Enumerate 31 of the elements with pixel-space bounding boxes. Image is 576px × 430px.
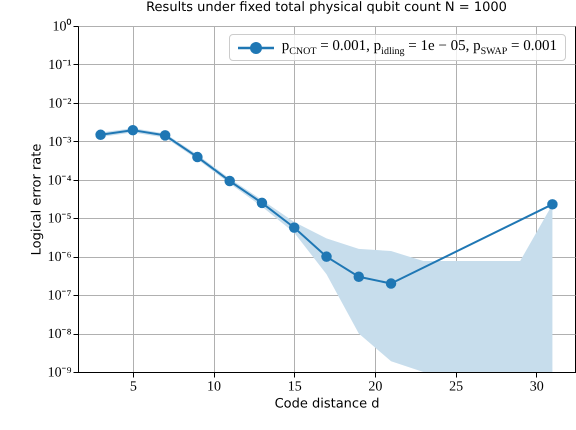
point	[547, 199, 558, 210]
x-tick-label: 20	[368, 380, 382, 394]
y-tick-label: 10⁻⁶	[48, 250, 72, 266]
point	[288, 222, 300, 233]
y-tick-label: 10⁻⁹	[48, 366, 72, 380]
point	[386, 278, 396, 289]
x-tick-label: 25	[449, 380, 464, 394]
y-tick-label: 10⁻⁵	[48, 212, 72, 227]
point	[192, 152, 203, 162]
point	[256, 198, 268, 208]
point	[321, 251, 332, 262]
x-tick-label: 30	[530, 380, 544, 394]
y-axis-title: Logical error rate	[30, 144, 45, 256]
point	[95, 130, 106, 140]
chart-title: Results under fixed total physical qubit count N = 1000	[146, 0, 507, 15]
point	[128, 124, 138, 136]
y-tick-label: 10⁻⁴	[48, 173, 72, 188]
point	[160, 130, 170, 141]
y-tick-label: 10⁻⁸	[48, 327, 72, 342]
y-tick-label: 10⁻²	[48, 96, 72, 112]
point	[354, 272, 364, 282]
x-axis-title: Code distance d	[274, 396, 380, 412]
x-tick-label: 15	[288, 380, 302, 394]
y-tick-label: 10⁻⁷	[48, 288, 72, 304]
legend-label: p$_{CNOT}$ = 0.001, p$_{idling}$ = 1e − 05, p$_{SWAP}$ = 0.001	[282, 38, 557, 57]
x-tick-label: 5	[130, 380, 137, 394]
x-tick-label: 10	[207, 380, 222, 394]
y-tick-label: 10⁻³	[48, 134, 72, 150]
y-tick-label: 10⁰	[52, 18, 72, 34]
point	[224, 176, 235, 186]
y-tick-label: 10⁻¹	[48, 58, 72, 73]
